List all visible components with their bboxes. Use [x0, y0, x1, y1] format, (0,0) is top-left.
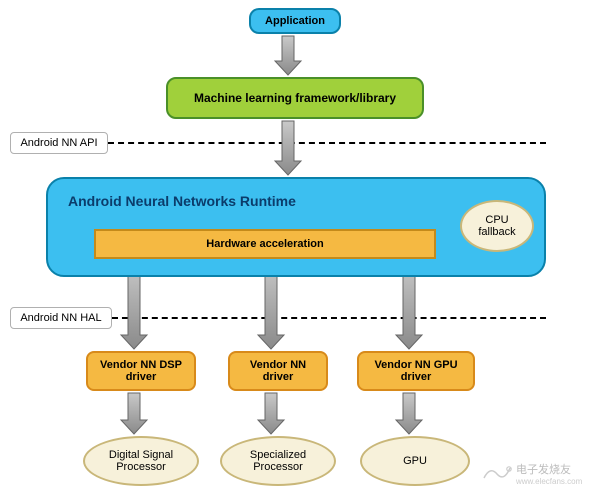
- hardware-acceleration-label: Hardware acceleration: [206, 238, 323, 250]
- cpu-fallback-ellipse: CPUfallback: [460, 200, 534, 252]
- watermark: 电子发烧友 www.elecfans.com: [480, 460, 582, 486]
- application-box: Application: [249, 8, 341, 34]
- nn-hal-label: Android NN HAL: [20, 312, 101, 324]
- vendor-gpu-box: Vendor NN GPUdriver: [357, 351, 475, 391]
- ml-framework-box: Machine learning framework/library: [166, 77, 424, 119]
- specialized-processor-label: SpecializedProcessor: [250, 449, 306, 473]
- watermark-text: 电子发烧友: [516, 461, 582, 477]
- ml-framework-label: Machine learning framework/library: [194, 91, 396, 105]
- application-label: Application: [265, 15, 325, 27]
- vendor-dsp-box: Vendor NN DSPdriver: [86, 351, 196, 391]
- diagram-canvas: Android Neural Networks Runtime Hardware…: [0, 0, 589, 504]
- gpu-ellipse: GPU: [360, 436, 470, 486]
- nn-api-badge: Android NN API: [10, 132, 108, 154]
- hardware-acceleration-bar: Hardware acceleration: [94, 229, 436, 259]
- vendor-nn-label: Vendor NNdriver: [250, 359, 306, 383]
- specialized-processor-ellipse: SpecializedProcessor: [220, 436, 336, 486]
- vendor-gpu-label: Vendor NN GPUdriver: [374, 359, 457, 383]
- dsp-processor-label: Digital SignalProcessor: [109, 449, 173, 473]
- gpu-label: GPU: [403, 455, 427, 467]
- runtime-title: Android Neural Networks Runtime: [68, 193, 296, 209]
- watermark-url: www.elecfans.com: [516, 477, 582, 486]
- nn-hal-badge: Android NN HAL: [10, 307, 112, 329]
- vendor-dsp-label: Vendor NN DSPdriver: [100, 359, 182, 383]
- nn-api-label: Android NN API: [20, 137, 97, 149]
- dsp-processor-ellipse: Digital SignalProcessor: [83, 436, 199, 486]
- cpu-fallback-label: CPUfallback: [478, 214, 515, 238]
- watermark-logo-icon: [480, 460, 514, 486]
- vendor-nn-box: Vendor NNdriver: [228, 351, 328, 391]
